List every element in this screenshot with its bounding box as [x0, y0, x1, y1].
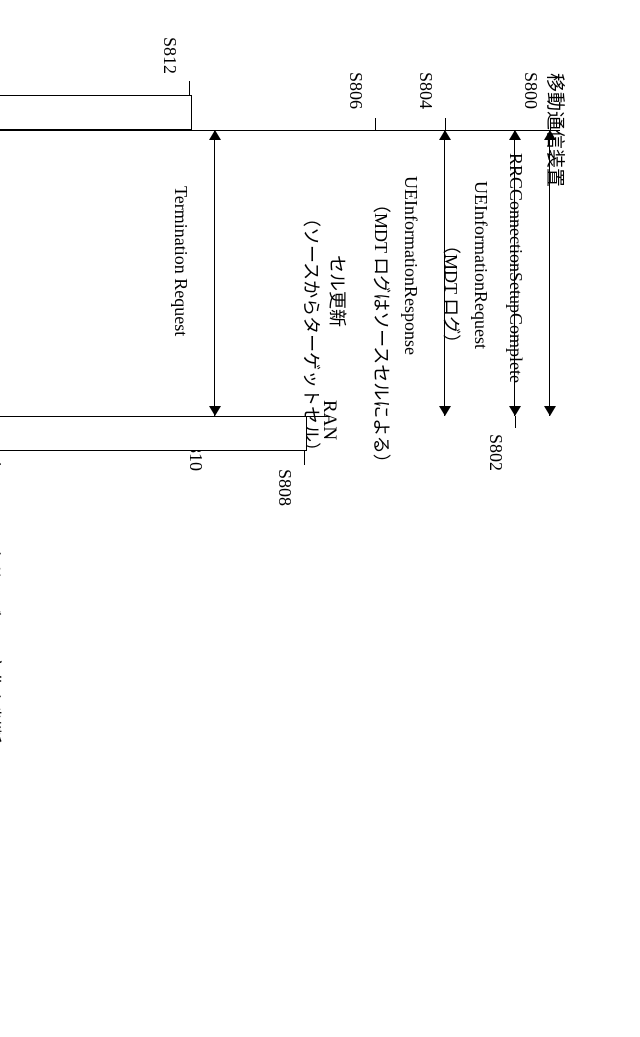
arrowhead-ran	[544, 406, 556, 416]
msg-line	[444, 130, 445, 416]
step-s802: S802	[485, 434, 506, 471]
step-tick-s800	[550, 118, 551, 130]
step-s800: S800	[520, 72, 541, 109]
msg-caption-s806-0: セル更新	[325, 255, 351, 327]
msg-caption-s804-1: （MDT ログはソースセルによる）	[369, 195, 395, 472]
lifeline-ue	[0, 130, 560, 131]
arrowhead-ran	[209, 406, 221, 416]
arrowhead-ue	[509, 130, 521, 140]
msg-caption-s810-0: Termination Request	[170, 186, 191, 336]
arrowhead-ran	[439, 406, 451, 416]
msg-caption-s804-0: UEInformationResponse	[400, 176, 421, 355]
process-text-s808: ネットワークサービスの変化を判断	[0, 455, 6, 743]
arrowhead-ue	[439, 130, 451, 140]
process-box-s812	[0, 95, 192, 130]
arrowhead-ran	[509, 406, 521, 416]
arrowhead-ue	[544, 130, 556, 140]
step-s808: S808	[274, 469, 295, 506]
step-tick-s802	[515, 416, 516, 428]
process-box-s808	[0, 416, 307, 451]
msg-caption-s802-0: UEInformationRequest	[470, 181, 491, 349]
step-tick-s804	[445, 118, 446, 130]
step-tick-s808	[304, 451, 305, 465]
msg-line	[214, 130, 215, 416]
step-tick-s806	[375, 118, 376, 130]
sequence-diagram: 移動通信装置RANRRCConnectionSetupCompleteS800U…	[0, 0, 640, 1037]
msg-caption-s800-0: RRCConnectionSetupComplete	[505, 153, 526, 383]
msg-line	[514, 130, 515, 416]
step-tick-s812	[189, 81, 190, 95]
msg-line	[549, 130, 550, 416]
step-s804: S804	[415, 72, 436, 109]
step-s812: S812	[159, 37, 180, 74]
arrowhead-ue	[209, 130, 221, 140]
step-s806: S806	[345, 72, 366, 109]
